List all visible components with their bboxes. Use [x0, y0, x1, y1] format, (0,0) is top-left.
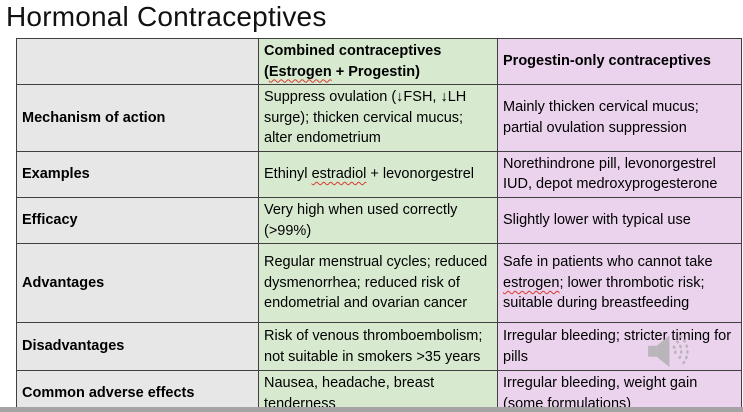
header-combined-line1: Combined contraceptives	[264, 43, 442, 59]
audio-speaker-icon[interactable]	[644, 332, 694, 370]
spellcheck-word: estrogen	[503, 274, 560, 291]
row-label: Advantages	[16, 243, 259, 324]
table-row-efficacy: Efficacy Very high when used correctly (…	[16, 197, 742, 245]
row-label: Common adverse effects	[16, 370, 259, 412]
spellcheck-word: Estrogen	[268, 63, 332, 80]
row-label: Efficacy	[16, 197, 259, 245]
progestin-cell: Irregular bleeding, weight gain (some fo…	[497, 370, 742, 412]
header-combined-line2: (Estrogen + Progestin)	[264, 63, 420, 80]
table-row-examples: Examples Ethinyl estradiol + levonorgest…	[16, 150, 742, 199]
contraceptives-comparison-table: Combined contraceptives (Estrogen + Prog…	[16, 37, 742, 412]
progestin-cell: Mainly thicken cervical mucus; partial o…	[497, 84, 742, 152]
progestin-cell: Safe in patients who cannot take estroge…	[497, 243, 742, 324]
table-row-advantages: Advantages Regular menstrual cycles; red…	[16, 243, 742, 324]
combined-cell: Very high when used correctly (>99%)	[258, 197, 498, 245]
header-combined-cell: Combined contraceptives (Estrogen + Prog…	[258, 37, 498, 86]
header-empty-cell	[16, 37, 259, 86]
combined-cell: Nausea, headache, breast tenderness	[258, 370, 498, 412]
combined-cell: Ethinyl estradiol + levonorgestrel	[258, 150, 498, 199]
row-label: Disadvantages	[16, 322, 259, 372]
progestin-cell: Irregular bleeding; stricter timing for …	[497, 322, 742, 372]
bottom-edge-strip	[0, 407, 743, 412]
table-row-mechanism: Mechanism of action Suppress ovulation (…	[16, 84, 742, 152]
row-label: Mechanism of action	[16, 84, 259, 152]
row-label: Examples	[16, 150, 259, 199]
progestin-cell: Norethindrone pill, levonorgestrel IUD, …	[497, 150, 742, 199]
header-progestin-cell: Progestin-only contraceptives	[497, 37, 742, 86]
table-row-disadvantages: Disadvantages Risk of venous thromboembo…	[16, 322, 742, 372]
combined-cell: Suppress ovulation (↓FSH, ↓LH surge); th…	[258, 84, 498, 152]
table-row-adverse-effects: Common adverse effects Nausea, headache,…	[16, 370, 742, 412]
table-header-row: Combined contraceptives (Estrogen + Prog…	[16, 37, 742, 86]
combined-cell: Risk of venous thromboembolism; not suit…	[258, 322, 498, 372]
progestin-cell: Slightly lower with typical use	[497, 197, 742, 245]
combined-cell: Regular menstrual cycles; reduced dysmen…	[258, 243, 498, 324]
page-title: Hormonal Contraceptives	[6, 1, 327, 32]
spellcheck-word: estradiol	[311, 166, 367, 183]
